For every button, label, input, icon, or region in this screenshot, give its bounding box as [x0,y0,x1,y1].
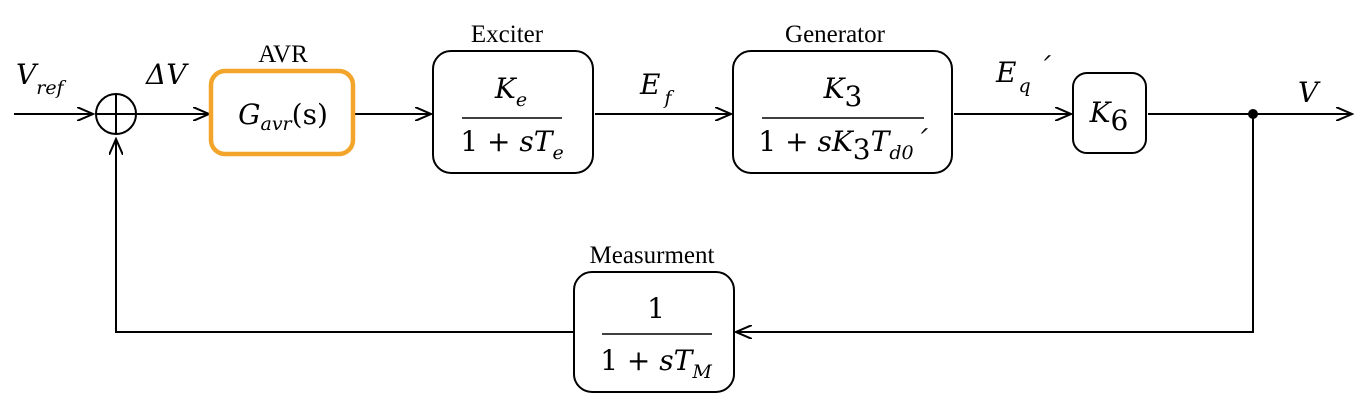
measurement-block: Measurment 1 1 + sTM [573,242,735,393]
input-signal-label: Vref [16,58,67,99]
k6-block: K6 [1072,72,1147,154]
measurement-denominator: 1 + sTM [600,344,712,383]
k6-transfer-function: K6 [1089,96,1129,137]
generator-numerator: K3 [823,72,863,113]
exciter-numerator: Ke [494,72,527,111]
exciter-box [432,50,594,174]
generator-title: Generator [785,21,886,48]
exciter-title: Exciter [471,21,544,48]
measurement-box [573,271,735,393]
avr-transfer-function: Gavr(s) [238,98,328,135]
feedback-line-to-summer [116,139,573,333]
avr-title: AVR [258,41,308,68]
summing-junction [95,93,137,135]
generator-block: Generator K3 1 + sK3Td0´ [732,21,953,174]
avr-box [208,68,356,157]
avr-block: AVR Gavr(s) [208,41,356,157]
generator-box [732,50,953,174]
generator-denominator: 1 + sK3Td0´ [758,125,928,166]
error-signal-label: ΔV [145,58,189,91]
measurement-numerator: 1 [647,292,665,325]
k6-box [1072,72,1147,154]
feedback-line-to-measurement [736,114,1254,332]
measurement-title: Measurment [590,242,715,269]
exciter-denominator: 1 + sTe [460,125,563,164]
exciter-block: Exciter Ke 1 + sTe [432,21,594,174]
output-signal-label: V [1298,76,1321,109]
